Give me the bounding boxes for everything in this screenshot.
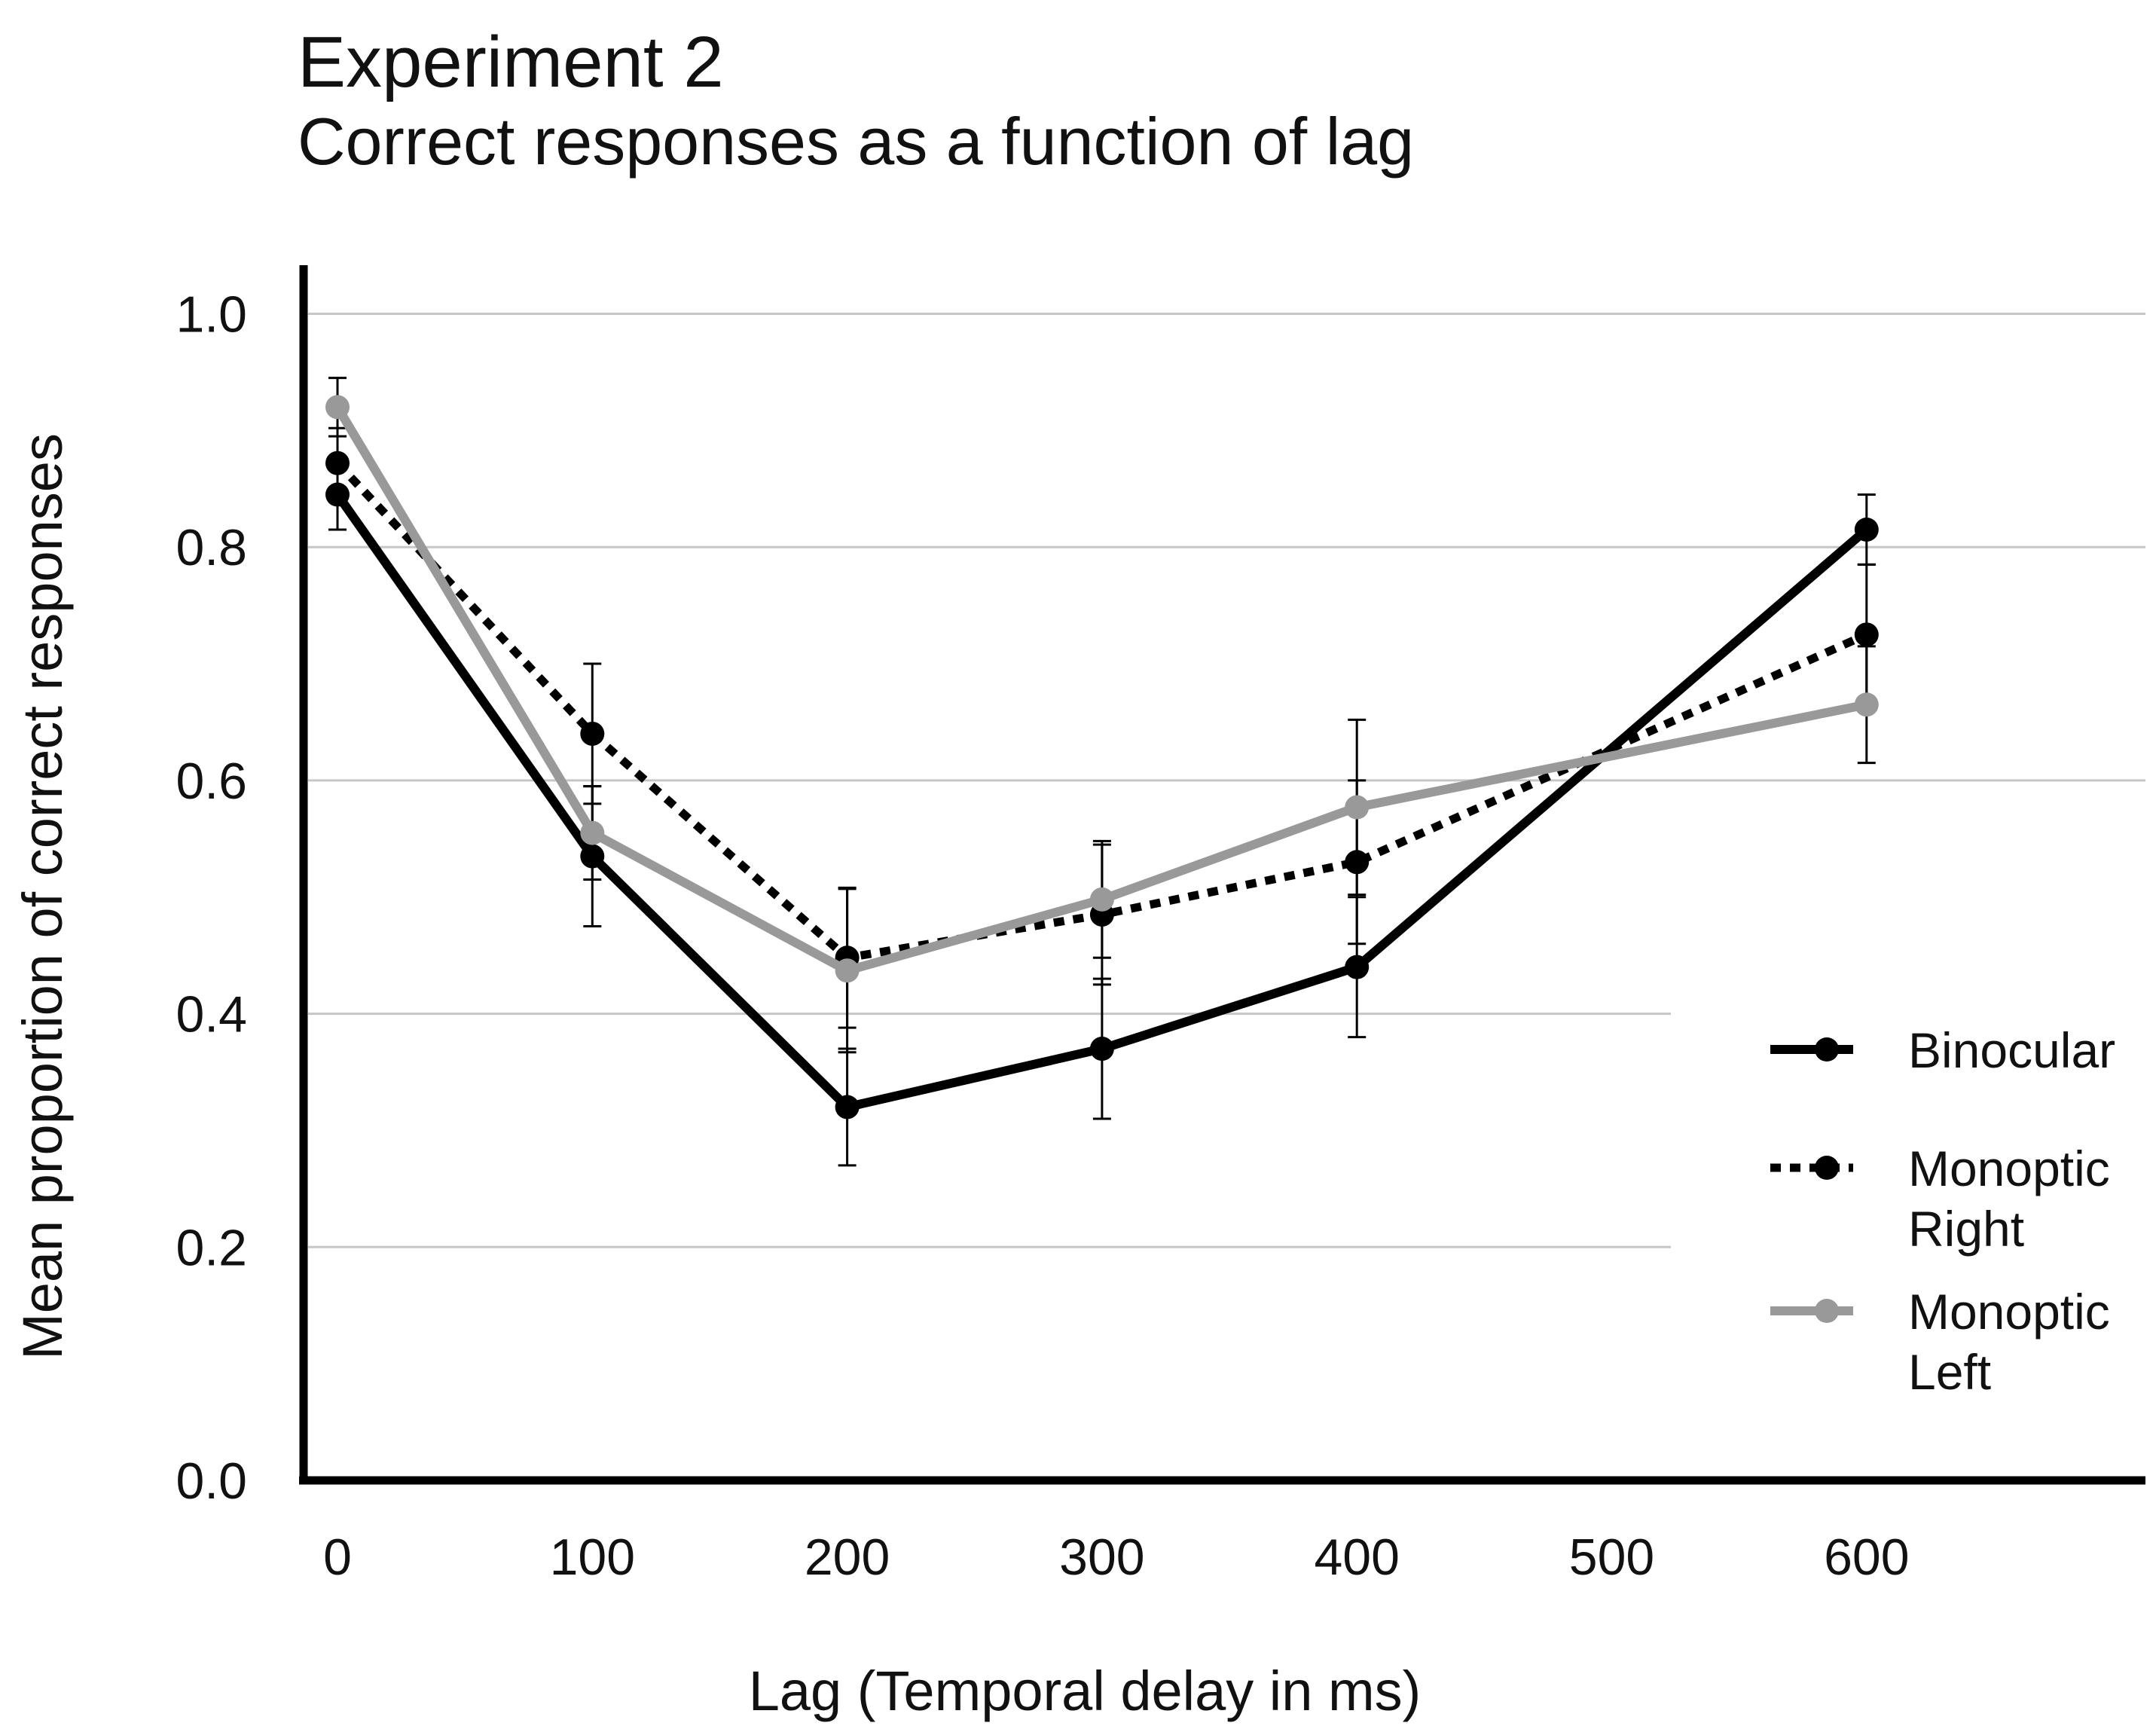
data-point bbox=[1345, 955, 1370, 979]
y-tick-label-5: 1.0 bbox=[176, 286, 247, 344]
series-binocular bbox=[325, 458, 1879, 1167]
y-tick-labels: 0.0 0.2 0.4 0.6 0.8 1.0 bbox=[176, 286, 247, 1511]
legend-label: Monoptic bbox=[1908, 1141, 2110, 1196]
legend-item-binocular: Binocular bbox=[1770, 1022, 2115, 1078]
y-tick-label-3: 0.6 bbox=[176, 753, 247, 810]
x-tick-label-2: 200 bbox=[805, 1529, 890, 1586]
legend-label-line2: Left bbox=[1908, 1344, 1991, 1400]
data-point bbox=[1345, 795, 1370, 820]
title-block: Experiment 2 Correct responses as a func… bbox=[298, 21, 1414, 179]
legend-swatch-marker bbox=[1815, 1299, 1839, 1323]
gridlines bbox=[308, 313, 2145, 1248]
data-point bbox=[1854, 692, 1879, 717]
x-tick-label-0: 0 bbox=[323, 1529, 352, 1586]
legend-swatch-marker bbox=[1815, 1156, 1839, 1180]
axes bbox=[299, 265, 2145, 1485]
x-tick-labels: 0 100 200 300 400 500 600 bbox=[323, 1529, 1909, 1586]
legend-label-line2: Right bbox=[1908, 1201, 2024, 1257]
x-tick-label-6: 600 bbox=[1824, 1529, 1909, 1586]
series-line bbox=[334, 492, 1870, 1112]
y-axis-label: Mean proportion of correct responses bbox=[11, 433, 74, 1360]
series-line bbox=[333, 405, 1867, 976]
y-tick-label-1: 0.2 bbox=[176, 1219, 247, 1276]
data-point bbox=[325, 451, 350, 475]
y-tick-label-4: 0.8 bbox=[176, 519, 247, 576]
x-tick-label-5: 500 bbox=[1569, 1529, 1654, 1586]
legend-swatch-marker bbox=[1815, 1037, 1839, 1062]
data-point bbox=[325, 395, 350, 420]
data-point bbox=[1089, 1037, 1114, 1062]
data-point bbox=[1854, 622, 1879, 647]
chart-subtitle: Correct responses as a function of lag bbox=[298, 104, 1415, 179]
x-tick-label-3: 300 bbox=[1059, 1529, 1144, 1586]
series-monoptic-left bbox=[325, 377, 1879, 1054]
data-point bbox=[835, 1095, 860, 1120]
x-tick-label-1: 100 bbox=[550, 1529, 635, 1586]
series bbox=[325, 377, 1879, 1167]
legend-label: Monoptic bbox=[1908, 1284, 2110, 1340]
data-point bbox=[580, 721, 605, 746]
y-tick-label-2: 0.4 bbox=[176, 986, 247, 1043]
data-point bbox=[835, 958, 860, 983]
data-point bbox=[580, 820, 605, 845]
legend-label: Binocular bbox=[1908, 1022, 2115, 1078]
data-point bbox=[1089, 887, 1114, 912]
series-line bbox=[334, 460, 1869, 962]
x-axis-label: Lag (Temporal delay in ms) bbox=[749, 1660, 1421, 1722]
data-point bbox=[1854, 517, 1879, 542]
y-tick-label-0: 0.0 bbox=[176, 1453, 247, 1510]
chart-title: Experiment 2 bbox=[298, 22, 724, 102]
x-tick-label-4: 400 bbox=[1314, 1529, 1399, 1586]
